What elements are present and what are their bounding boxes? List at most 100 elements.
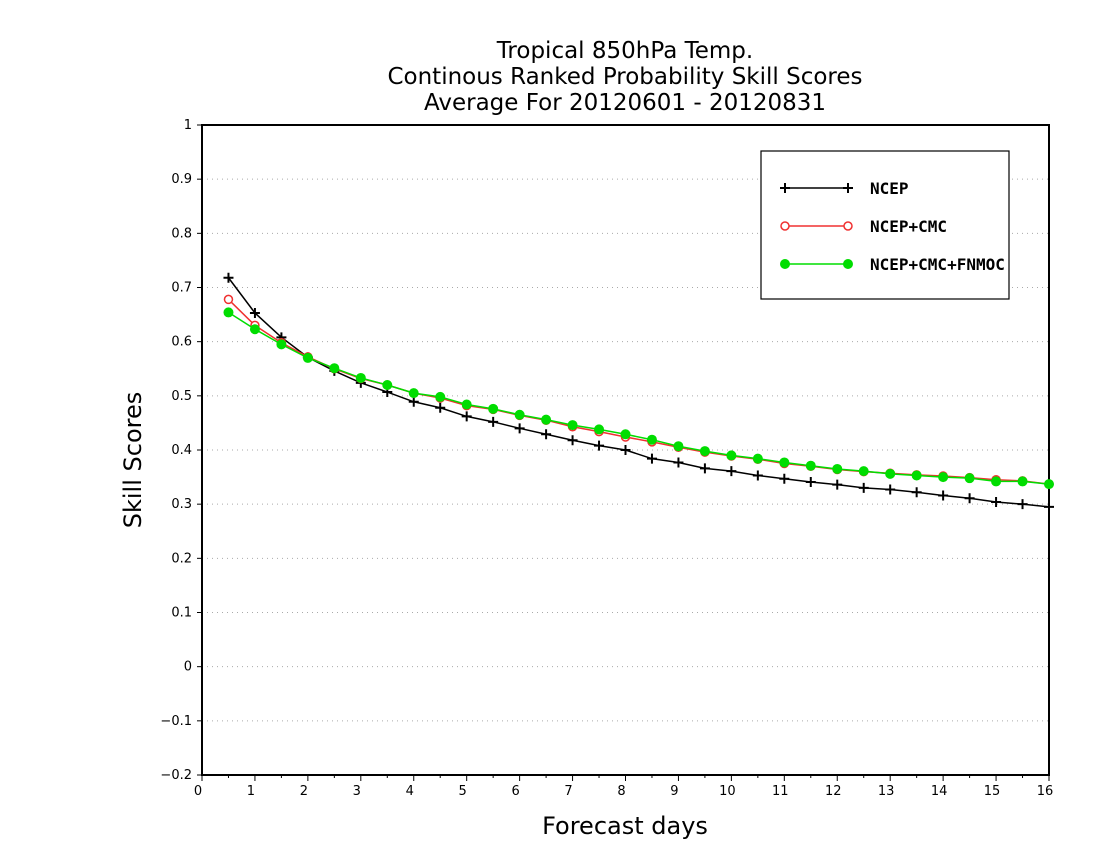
data-point-marker bbox=[805, 460, 816, 471]
x-tick-label: 2 bbox=[300, 784, 308, 799]
data-point-marker bbox=[435, 402, 446, 413]
data-point-marker bbox=[646, 453, 657, 464]
data-point-marker bbox=[699, 446, 710, 457]
data-point-marker bbox=[620, 429, 631, 440]
chart-title-line-2: Continous Ranked Probability Skill Score… bbox=[387, 64, 862, 90]
data-point-marker bbox=[858, 466, 869, 477]
data-point-marker bbox=[249, 324, 260, 335]
data-point-marker bbox=[408, 388, 419, 399]
data-point-marker bbox=[991, 476, 1002, 487]
x-tick-label: 4 bbox=[406, 784, 414, 799]
legend-marker bbox=[780, 221, 790, 231]
axis-ticks: −0.2−0.100.10.20.30.40.50.60.70.80.910 1 2… bbox=[160, 118, 1053, 799]
legend-label: NCEP bbox=[870, 179, 909, 198]
data-point-marker bbox=[911, 487, 922, 498]
legend-marker bbox=[843, 221, 853, 231]
series-line bbox=[228, 311, 1050, 485]
legend-marker bbox=[843, 183, 853, 193]
legend-label: NCEP+CMC bbox=[870, 217, 947, 236]
legend-marker bbox=[780, 259, 790, 269]
data-point-marker bbox=[832, 463, 843, 474]
x-tick-label: 8 bbox=[617, 784, 625, 799]
data-point-marker bbox=[249, 307, 260, 318]
x-tick-label: 12 bbox=[825, 784, 842, 799]
y-tick-label: 0.7 bbox=[171, 281, 192, 296]
data-point-marker bbox=[355, 372, 366, 383]
data-point-marker bbox=[1017, 499, 1028, 510]
legend-entry: NCEP+CMC bbox=[780, 217, 947, 236]
data-point-marker bbox=[699, 463, 710, 474]
x-tick-label: 9 bbox=[670, 784, 678, 799]
x-tick-label: 14 bbox=[931, 784, 948, 799]
data-point-marker bbox=[1017, 476, 1028, 487]
legend-marker bbox=[843, 259, 853, 269]
data-point-marker bbox=[779, 457, 790, 468]
x-tick-label: 5 bbox=[459, 784, 467, 799]
data-point-marker bbox=[620, 445, 631, 455]
legend: NCEP NCEP+CMC NCEP+CMC+FNMOC bbox=[760, 150, 1010, 300]
data-point-marker bbox=[805, 476, 816, 487]
data-point-marker bbox=[514, 409, 525, 420]
data-point-marker bbox=[223, 272, 234, 283]
data-point-marker bbox=[1044, 479, 1054, 490]
x-axis-title: Forecast days bbox=[542, 812, 708, 840]
legend-box bbox=[760, 150, 1010, 300]
y-tick-label: 0.8 bbox=[171, 226, 192, 241]
data-point-marker bbox=[938, 472, 949, 483]
data-point-marker bbox=[302, 352, 313, 363]
series-ncep-cmc bbox=[223, 294, 1054, 489]
data-point-marker bbox=[329, 363, 340, 374]
y-axis-title: Skill Scores bbox=[119, 392, 147, 529]
y-tick-label: 0.1 bbox=[171, 606, 192, 621]
data-point-marker bbox=[673, 441, 684, 452]
chart-title-line-3: Average For 20120601 - 20120831 bbox=[424, 90, 826, 116]
data-point-marker bbox=[461, 411, 472, 422]
series-line bbox=[227, 277, 1050, 508]
x-tick-label: 13 bbox=[878, 784, 895, 799]
y-tick-label: 0.3 bbox=[171, 497, 192, 512]
data-point-marker bbox=[885, 468, 896, 479]
x-tick-label: 6 bbox=[511, 784, 519, 799]
data-point-marker bbox=[435, 391, 446, 402]
data-point-marker bbox=[382, 380, 393, 390]
data-point-marker bbox=[911, 470, 922, 481]
data-series bbox=[223, 272, 1054, 512]
x-tick-label: 16 bbox=[1037, 784, 1054, 799]
data-point-marker bbox=[752, 470, 763, 481]
data-point-marker bbox=[276, 339, 287, 350]
y-tick-label: 0.2 bbox=[171, 551, 192, 566]
y-tick-label: 0.9 bbox=[171, 172, 192, 187]
data-point-marker bbox=[408, 396, 419, 407]
data-point-marker bbox=[938, 490, 949, 501]
x-tick-label: 11 bbox=[772, 784, 789, 799]
y-tick-label: 0.6 bbox=[171, 335, 192, 350]
x-tick-label: 10 bbox=[719, 784, 736, 799]
data-point-marker bbox=[646, 434, 657, 445]
y-tick-label: 0.5 bbox=[171, 389, 192, 404]
data-point-marker bbox=[673, 457, 684, 468]
plot-area-frame bbox=[201, 124, 1050, 776]
data-point-marker bbox=[223, 307, 234, 318]
x-tick-label: 7 bbox=[564, 784, 572, 799]
data-point-marker bbox=[567, 420, 578, 431]
series-ncep bbox=[223, 272, 1054, 512]
legend-entry: NCEP+CMC+FNMOC bbox=[780, 255, 1005, 274]
data-point-marker bbox=[726, 466, 737, 477]
x-tick-label: 3 bbox=[353, 784, 361, 799]
data-point-marker bbox=[779, 473, 790, 484]
data-point-marker bbox=[541, 414, 552, 425]
data-point-marker bbox=[1044, 501, 1054, 512]
x-tick-label: 1 bbox=[247, 784, 255, 799]
x-tick-label: 15 bbox=[984, 784, 1001, 799]
data-point-marker bbox=[885, 484, 896, 495]
y-tick-label: −0.1 bbox=[160, 714, 192, 729]
data-point-marker bbox=[567, 435, 578, 446]
data-point-marker bbox=[223, 294, 234, 305]
data-point-marker bbox=[461, 399, 472, 410]
series-ncep-cmc-fnmoc bbox=[223, 307, 1054, 490]
x-tick-label: 0 bbox=[194, 784, 202, 799]
series-line bbox=[227, 298, 1050, 485]
data-point-marker bbox=[541, 429, 552, 440]
data-point-marker bbox=[832, 479, 843, 490]
y-tick-label: 0 bbox=[184, 660, 192, 675]
